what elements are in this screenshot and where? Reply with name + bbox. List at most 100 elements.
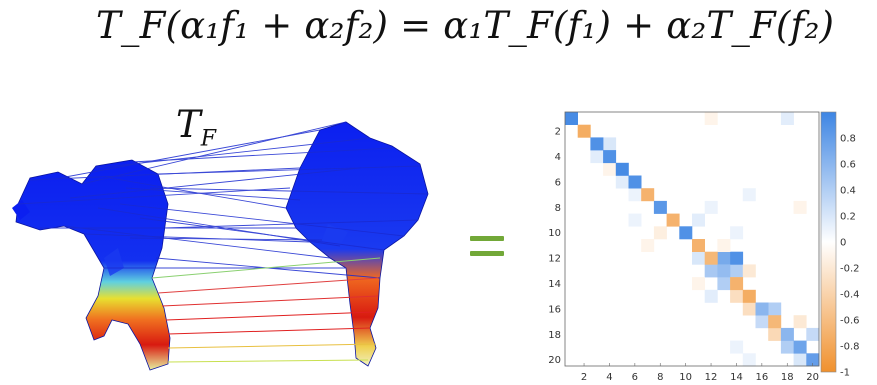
colorbar-ticks: 0.8 0.6 0.4 0.2 0 -0.2 -0.4 -0.6 -0.8 -1 <box>840 134 860 379</box>
linearity-equation: T_F(α₁f₁ + α₂f₂) = α₁T_F(f₁) + α₂T_F(f₂) <box>96 4 834 47</box>
map-label: TF <box>176 103 216 151</box>
matrix-cell <box>806 353 820 367</box>
matrix-cell <box>730 277 744 291</box>
matrix-cell <box>730 289 744 303</box>
matrix-cell <box>603 150 617 164</box>
matrix-cell <box>692 251 705 265</box>
colorbar-tick-label: -1 <box>840 368 850 379</box>
matrix-cell <box>780 327 794 341</box>
colorbar-tick-label: -0.6 <box>840 316 860 327</box>
matrix-cell <box>755 315 769 329</box>
x-tick-label: 16 <box>755 372 768 383</box>
matrix-cell <box>666 213 680 227</box>
y-tick-label: 16 <box>548 304 561 315</box>
y-tick-label: 10 <box>548 228 561 239</box>
matrix-frame <box>564 111 820 367</box>
colorbar-tick-label: 0.6 <box>840 160 856 171</box>
matrix-cell <box>768 315 782 329</box>
matrix-cell <box>806 327 820 341</box>
map-label-main: T <box>176 103 201 146</box>
matrix-cell <box>565 112 578 125</box>
matrix-cell <box>704 112 718 125</box>
matrix-cell <box>780 112 794 125</box>
matrix-cell <box>793 315 807 329</box>
matrix-cell <box>755 302 769 316</box>
functional-map-matrix: 2 4 6 8 10 12 14 16 18 20 2 4 6 8 10 12 14 16 18 20 0.8 0.6… <box>548 111 860 383</box>
x-tick-label: 4 <box>606 372 612 383</box>
blue-correspondence-lines <box>17 121 429 279</box>
y-tick-label: 8 <box>555 203 561 214</box>
y-tick-label: 14 <box>548 279 561 290</box>
matrix-cell <box>692 277 705 291</box>
matrix-cell <box>615 162 629 176</box>
colorbar-tick-label: 0.2 <box>840 212 856 223</box>
matrix-cells <box>565 112 820 367</box>
colorbar-tick-label: -0.2 <box>840 264 860 275</box>
matrix-cell <box>717 264 731 278</box>
matrix-cell <box>768 302 782 316</box>
y-tick-label: 6 <box>555 177 561 188</box>
matrix-cell <box>577 124 591 138</box>
matrix-cell <box>704 200 718 214</box>
map-label-sub: F <box>200 126 216 152</box>
matrix-cell <box>653 200 667 214</box>
source-shape <box>12 159 171 371</box>
matrix-cell <box>704 289 718 303</box>
matrix-cell <box>653 226 667 240</box>
x-tick-label: 14 <box>730 372 743 383</box>
x-tick-label: 6 <box>632 372 638 383</box>
colorbar-tick-label: 0 <box>840 238 846 249</box>
matrix-cell <box>780 340 794 354</box>
target-shape <box>285 121 429 367</box>
x-tick-label: 18 <box>781 372 794 383</box>
matrix-cell <box>603 137 617 151</box>
matrix-cell <box>692 213 705 227</box>
y-tick-label: 20 <box>548 355 561 366</box>
matrix-cell <box>603 162 617 176</box>
matrix-cell <box>730 264 744 278</box>
matrix-cell <box>742 188 756 202</box>
matrix-cell <box>628 188 642 202</box>
colorbar-tick-label: -0.8 <box>840 342 860 353</box>
x-axis-ticks: 2 4 6 8 10 12 14 16 18 20 <box>581 363 819 383</box>
y-tick-label: 4 <box>555 152 561 163</box>
colorbar-tick-label: 0.4 <box>840 186 856 197</box>
warm-correspondence-lines <box>151 257 381 363</box>
matrix-cell <box>793 353 807 367</box>
matrix-cell <box>730 251 744 265</box>
matrix-cell <box>730 226 744 240</box>
y-tick-label: 12 <box>548 254 561 265</box>
y-tick-label: 18 <box>548 330 561 341</box>
equals-sign <box>470 236 504 258</box>
matrix-cell <box>768 327 782 341</box>
y-tick-label: 2 <box>555 127 561 138</box>
matrix-cell <box>679 226 693 240</box>
matrix-cell <box>742 264 756 278</box>
colorbar <box>820 111 837 373</box>
x-tick-label: 2 <box>581 372 587 383</box>
matrix-cell <box>704 251 718 265</box>
x-tick-label: 12 <box>705 372 718 383</box>
equals-bar-bottom <box>470 251 504 256</box>
matrix-cell <box>692 239 705 252</box>
y-axis-ticks: 2 4 6 8 10 12 14 16 18 20 <box>548 127 561 367</box>
matrix-cell <box>704 264 718 278</box>
x-tick-label: 10 <box>679 372 692 383</box>
matrix-cell <box>717 277 731 291</box>
x-tick-label: 20 <box>806 372 819 383</box>
equation-text: T_F(α₁f₁ + α₂f₂) = α₁T_F(f₁) + α₂T_F(f₂) <box>96 4 835 47</box>
matrix-cell <box>730 340 744 354</box>
equals-bar-top <box>470 236 504 241</box>
matrix-cell <box>793 340 807 354</box>
matrix-cell <box>615 175 629 189</box>
colorbar-tick-label: -0.4 <box>840 290 860 301</box>
matrix-cell <box>717 251 731 265</box>
x-tick-label: 8 <box>657 372 663 383</box>
matrix-cell <box>742 289 756 303</box>
matrix-cell <box>742 353 756 367</box>
matrix-cell <box>793 200 807 214</box>
shape-correspondence-illustration <box>12 121 429 371</box>
matrix-cell <box>590 150 604 164</box>
colorbar-tick-label: 0.8 <box>840 134 856 145</box>
